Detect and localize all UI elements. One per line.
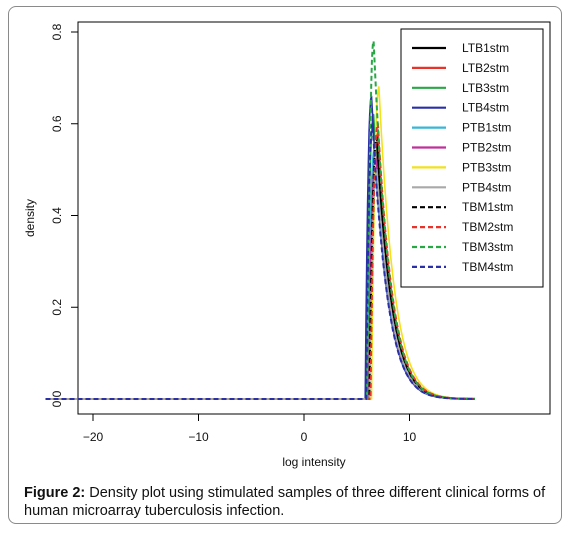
figure-caption: Figure 2: Density plot using stimulated … xyxy=(24,484,554,520)
y-tick-label: 0.4 xyxy=(50,207,64,224)
x-tick-label: −20 xyxy=(83,430,104,444)
y-axis: 0.00.20.40.60.8 xyxy=(50,23,78,407)
legend-label: LTB4stm xyxy=(462,101,509,115)
legend-label: PTB3stm xyxy=(462,160,511,174)
plot-box xyxy=(77,21,551,415)
legend-label: TBM1stm xyxy=(462,200,513,214)
figure-frame xyxy=(8,6,562,524)
legend-label: PTB2stm xyxy=(462,141,511,155)
legend-label: PTB4stm xyxy=(462,180,511,194)
legend-label: PTB1stm xyxy=(462,121,511,135)
legend-label: LTB3stm xyxy=(462,81,509,95)
legend-label: TBM3stm xyxy=(462,240,513,254)
density-chart: −20 −10 0 10 0.00.20.40.60.8 log intensity … xyxy=(23,21,551,469)
figure-caption-label: Figure 2: xyxy=(24,485,86,501)
legend-label: TBM2stm xyxy=(462,220,513,234)
series-line-tbm4stm xyxy=(45,122,475,400)
y-tick-label: 0.2 xyxy=(50,299,64,316)
legend-label: LTB1stm xyxy=(462,41,509,55)
x-tick-label: −10 xyxy=(188,430,209,444)
y-tick-label: 0.8 xyxy=(50,23,64,40)
legend-label: LTB2stm xyxy=(462,61,509,75)
x-tick-label: 0 xyxy=(301,430,308,444)
x-axis: −20 −10 0 10 xyxy=(83,414,417,444)
legend-box xyxy=(400,28,544,288)
x-axis-label: log intensity xyxy=(282,455,345,469)
legend: LTB1stm LTB2stm LTB3stm LTB4stm PTB1stm PTB2s… xyxy=(400,28,544,288)
series-layer xyxy=(45,40,475,400)
y-tick-label: 0.6 xyxy=(50,115,64,132)
figure-caption-text: Density plot using stimulated samples of… xyxy=(24,485,546,519)
y-axis-label: density xyxy=(23,199,37,237)
x-tick-label: 10 xyxy=(403,430,417,444)
legend-label: TBM4stm xyxy=(462,260,513,274)
